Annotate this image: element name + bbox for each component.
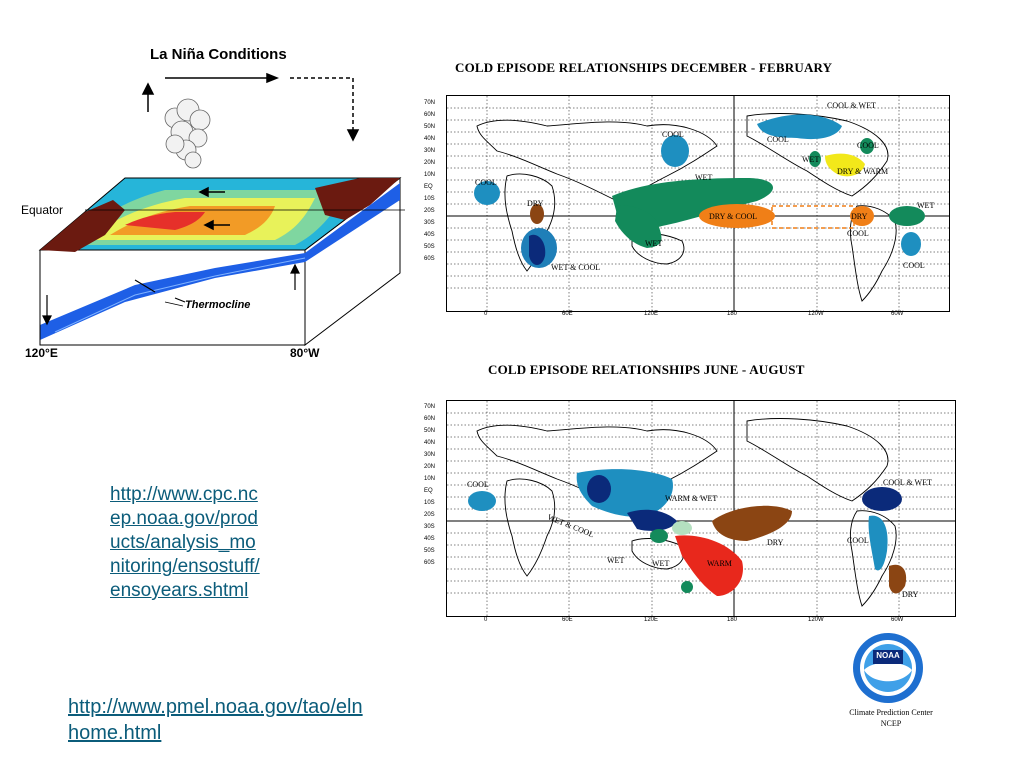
thermocline-label: Thermocline bbox=[185, 299, 251, 311]
equator-label: Equator bbox=[21, 203, 64, 217]
lon-label-west: 120°E bbox=[25, 346, 58, 360]
region-label: COOL bbox=[857, 141, 879, 150]
region-label: DRY bbox=[902, 590, 919, 599]
region-label: DRY & WARM bbox=[837, 167, 888, 176]
pmel-tao-link[interactable]: http://www.pmel.noaa.gov/tao/eln home.ht… bbox=[68, 694, 440, 746]
map-top-lat-axis: 70N 60N 50N 40N 30N 20N 10N EQ 10S 20S 30S 40S… bbox=[424, 100, 436, 262]
region-label: WET bbox=[802, 155, 819, 164]
region-label: DRY bbox=[851, 212, 868, 221]
la-nina-diagram: La Niña Conditions bbox=[15, 40, 420, 370]
region-label: WET bbox=[695, 173, 712, 182]
cpc-link-line: nitoring/ensostuff/ bbox=[110, 556, 260, 577]
region-label: COOL bbox=[847, 536, 869, 545]
region-label: COOL & WET bbox=[883, 478, 932, 487]
region-label: WET & COOL bbox=[551, 263, 600, 272]
map-top-lon-axis: 0 60E 120E 180 120W 60W bbox=[484, 311, 904, 317]
region-label: WET & COOL bbox=[546, 513, 595, 540]
region-label: COOL bbox=[662, 130, 684, 139]
land-west bbox=[40, 200, 125, 252]
region-label: COOL bbox=[767, 135, 789, 144]
la-nina-illustration bbox=[38, 72, 405, 347]
region-label: WARM & WET bbox=[665, 494, 717, 503]
region-label: DRY bbox=[767, 538, 784, 547]
cpc-link-line: ep.noaa.gov/prod bbox=[110, 508, 258, 529]
lon-label-east: 80°W bbox=[290, 346, 320, 360]
la-nina-title: La Niña Conditions bbox=[150, 46, 287, 63]
region-label: COOL bbox=[847, 229, 869, 238]
map-bottom-lat-axis: 70N 60N 50N 40N 30N 20N 10N EQ 10S 20S 30S 40S… bbox=[424, 404, 436, 566]
map-bottom-title: COLD EPISODE RELATIONSHIPS JUNE - AUGUST bbox=[488, 362, 805, 377]
map-top-svg: COOL COOL COOL & WET COOL WET WET DRY & … bbox=[447, 96, 949, 311]
region-label: DRY & COOL bbox=[709, 212, 757, 221]
region-label: WET bbox=[652, 559, 669, 568]
land-east bbox=[315, 178, 400, 220]
region-label: COOL bbox=[903, 261, 925, 270]
region-label: WET bbox=[917, 201, 934, 210]
cpc-link-line: ucts/analysis_mo bbox=[110, 532, 256, 553]
region-label: DRY bbox=[527, 199, 544, 208]
noaa-caption: Climate Prediction Center NCEP bbox=[826, 707, 956, 729]
region-label: COOL bbox=[475, 178, 497, 187]
map-top: COOL COOL COOL & WET COOL WET WET DRY & … bbox=[446, 95, 950, 312]
convection-cloud bbox=[164, 98, 211, 169]
region-label: WET bbox=[645, 239, 662, 248]
noaa-caption-line1: Climate Prediction Center bbox=[849, 708, 933, 717]
map-bottom: COOL WET & COOL WARM & WET DRY WET WET W… bbox=[446, 400, 956, 617]
cpc-link-line: http://www.cpc.nc bbox=[110, 484, 258, 505]
noaa-emblem bbox=[853, 633, 923, 703]
map-top-title: COLD EPISODE RELATIONSHIPS DECEMBER - FE… bbox=[455, 60, 833, 75]
region-label: COOL bbox=[467, 480, 489, 489]
map-bottom-svg: COOL WET & COOL WARM & WET DRY WET WET W… bbox=[447, 401, 955, 616]
pmel-link-line: http://www.pmel.noaa.gov/tao/eln bbox=[68, 696, 363, 718]
noaa-logo: NOAA bbox=[848, 630, 928, 706]
cpc-enso-link[interactable]: http://www.cpc.nc ep.noaa.gov/prod ucts/… bbox=[110, 483, 320, 603]
region-label: WARM bbox=[707, 559, 732, 568]
noaa-badge-text: NOAA bbox=[876, 651, 900, 660]
region-label: WET bbox=[607, 556, 624, 565]
pmel-link-line: home.html bbox=[68, 722, 162, 744]
map-bottom-lon-axis: 0 60E 120E 180 120W 60W bbox=[484, 617, 904, 623]
circulation-arrows bbox=[141, 72, 360, 142]
region-label: COOL & WET bbox=[827, 101, 876, 110]
cpc-link-line: ensoyears.shtml bbox=[110, 580, 249, 601]
noaa-caption-line2: NCEP bbox=[880, 719, 902, 728]
